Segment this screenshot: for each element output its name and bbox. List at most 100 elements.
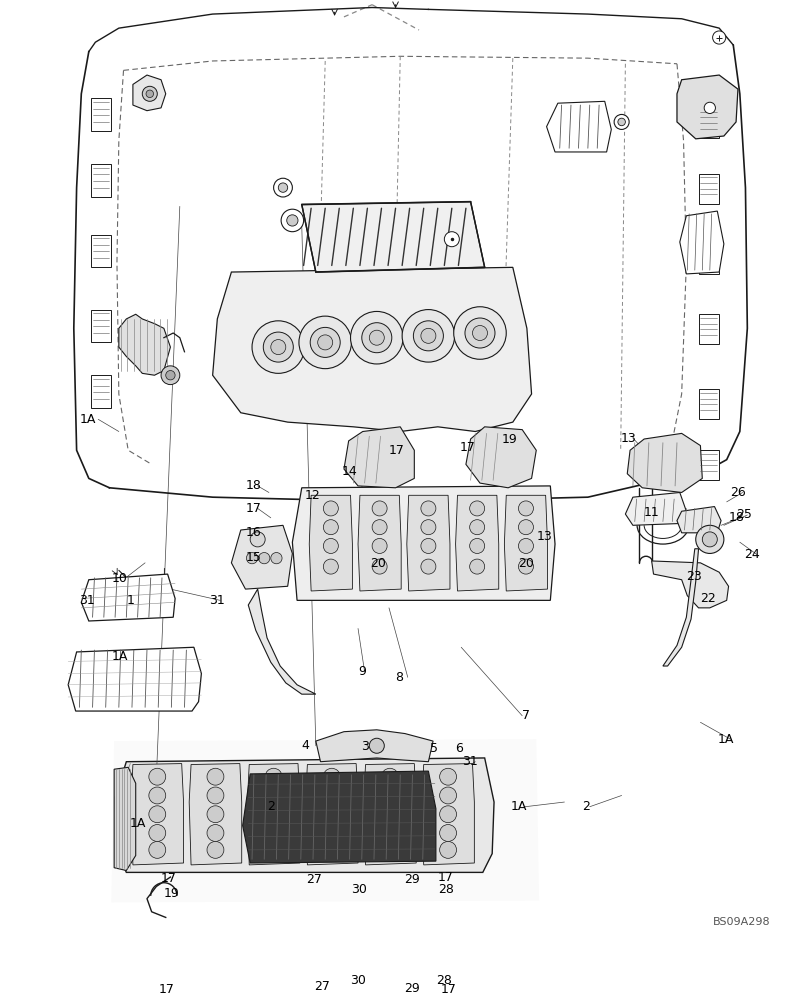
Circle shape [381, 768, 398, 785]
Circle shape [271, 340, 286, 355]
Polygon shape [292, 486, 555, 600]
Circle shape [440, 787, 457, 804]
Polygon shape [663, 549, 699, 666]
Text: 30: 30 [351, 883, 368, 896]
Text: 31: 31 [462, 755, 478, 768]
Text: 17: 17 [440, 983, 457, 996]
Text: 18: 18 [246, 479, 261, 492]
Text: 1A: 1A [511, 800, 528, 813]
Text: 14: 14 [342, 465, 358, 478]
Polygon shape [680, 211, 724, 274]
Text: 1A: 1A [79, 413, 96, 426]
Circle shape [146, 90, 154, 98]
Polygon shape [242, 771, 436, 863]
Polygon shape [406, 495, 450, 591]
Text: 28: 28 [438, 883, 453, 896]
Circle shape [372, 538, 387, 553]
Circle shape [149, 841, 166, 858]
Text: 18: 18 [729, 511, 744, 524]
Circle shape [381, 825, 398, 841]
Bar [90, 310, 112, 342]
Circle shape [369, 738, 385, 753]
Circle shape [696, 525, 724, 553]
Bar [90, 98, 112, 131]
Text: 26: 26 [730, 486, 747, 499]
Circle shape [705, 102, 715, 114]
Polygon shape [677, 75, 738, 139]
Circle shape [207, 768, 224, 785]
Circle shape [323, 841, 340, 858]
Polygon shape [213, 267, 532, 432]
Circle shape [465, 318, 495, 348]
Polygon shape [231, 525, 292, 589]
Circle shape [444, 232, 459, 247]
Circle shape [440, 841, 457, 858]
Polygon shape [309, 495, 352, 591]
Circle shape [207, 806, 224, 823]
Polygon shape [364, 764, 416, 865]
Circle shape [263, 332, 293, 362]
Circle shape [274, 178, 292, 197]
Circle shape [402, 310, 455, 362]
Text: 31: 31 [209, 594, 225, 607]
Text: 17: 17 [246, 502, 261, 515]
Text: 17: 17 [161, 872, 177, 885]
Circle shape [265, 787, 282, 804]
Text: 31: 31 [79, 594, 95, 607]
Text: 7: 7 [522, 709, 530, 722]
Circle shape [381, 841, 398, 858]
Circle shape [287, 215, 298, 226]
Polygon shape [301, 202, 485, 272]
Circle shape [278, 183, 288, 192]
Circle shape [469, 501, 485, 516]
Circle shape [246, 553, 258, 564]
Text: 30: 30 [350, 974, 365, 987]
Text: 17: 17 [459, 441, 475, 454]
Circle shape [323, 559, 339, 574]
Polygon shape [189, 764, 242, 865]
Text: 23: 23 [686, 570, 702, 583]
Text: 1A: 1A [112, 650, 128, 663]
Bar [90, 375, 112, 408]
Bar [699, 450, 719, 480]
Text: 5: 5 [431, 742, 438, 755]
Text: 3: 3 [361, 740, 368, 753]
Circle shape [299, 316, 351, 369]
Circle shape [252, 321, 305, 373]
Circle shape [265, 806, 282, 823]
Text: 19: 19 [502, 433, 517, 446]
Circle shape [323, 501, 339, 516]
Polygon shape [546, 101, 612, 152]
Circle shape [440, 825, 457, 841]
Circle shape [323, 538, 339, 553]
Circle shape [318, 335, 333, 350]
Circle shape [519, 501, 533, 516]
Circle shape [149, 806, 166, 823]
Text: 17: 17 [438, 871, 453, 884]
Circle shape [381, 787, 398, 804]
Polygon shape [133, 75, 166, 111]
Circle shape [265, 841, 282, 858]
Text: 29: 29 [404, 873, 419, 886]
Bar [699, 244, 719, 274]
Polygon shape [504, 495, 548, 591]
Polygon shape [305, 764, 358, 865]
Circle shape [713, 31, 726, 44]
Text: 2: 2 [583, 800, 590, 813]
Text: 6: 6 [455, 742, 462, 755]
Circle shape [421, 538, 436, 553]
Text: 1A: 1A [718, 733, 734, 746]
Polygon shape [316, 730, 433, 762]
Circle shape [362, 323, 392, 353]
Circle shape [323, 806, 340, 823]
Bar [699, 389, 719, 419]
Circle shape [454, 307, 507, 359]
Text: 15: 15 [246, 551, 261, 564]
Polygon shape [466, 427, 537, 488]
Circle shape [250, 532, 265, 547]
Circle shape [618, 118, 625, 126]
Circle shape [323, 787, 340, 804]
Text: 25: 25 [736, 508, 752, 521]
Circle shape [271, 553, 282, 564]
Circle shape [310, 327, 340, 357]
